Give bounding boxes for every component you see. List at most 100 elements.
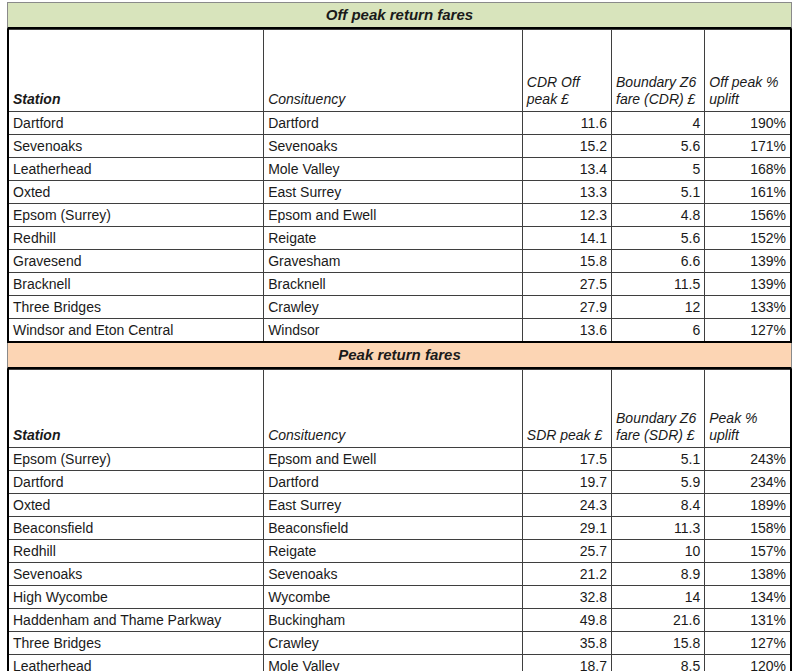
table-row: Three BridgesCrawley35.815.8127% [8, 632, 791, 655]
cell: 11.5 [612, 273, 705, 296]
cell: 17.5 [522, 448, 611, 471]
cell: Dartford [264, 112, 523, 135]
cell: Reigate [264, 540, 523, 563]
cell: 234% [705, 471, 791, 494]
cell: Sevenoaks [264, 135, 523, 158]
cell: Sevenoaks [8, 135, 264, 158]
cell: Dartford [264, 471, 523, 494]
cell: Sevenoaks [8, 563, 264, 586]
cell: 12.3 [522, 204, 611, 227]
cell: 8.5 [612, 655, 705, 671]
cell: 10 [612, 540, 705, 563]
cell: 4.8 [612, 204, 705, 227]
cell: 156% [705, 204, 791, 227]
cell: 133% [705, 296, 791, 319]
peak-table: Station Consituency SDR peak £ Boundary … [7, 369, 792, 671]
cell: Leatherhead [8, 158, 264, 181]
table-row: SevenoaksSevenoaks21.28.9138% [8, 563, 791, 586]
cell: Mole Valley [264, 655, 523, 671]
cell: Dartford [8, 471, 264, 494]
header-row: Station Consituency CDR Off peak £ Bound… [8, 30, 791, 112]
cell: Mole Valley [264, 158, 523, 181]
cell: East Surrey [264, 181, 523, 204]
cell: 13.4 [522, 158, 611, 181]
cell: 138% [705, 563, 791, 586]
off-peak-table: Station Consituency CDR Off peak £ Bound… [7, 29, 792, 343]
off-peak-banner: Off peak return fares [7, 2, 792, 29]
cell: Redhill [8, 227, 264, 250]
cell: 35.8 [522, 632, 611, 655]
cell: Crawley [264, 632, 523, 655]
cell: 134% [705, 586, 791, 609]
cell: Oxted [8, 181, 264, 204]
cell: 8.9 [612, 563, 705, 586]
cell: 5.9 [612, 471, 705, 494]
cell: 15.2 [522, 135, 611, 158]
table-row: DartfordDartford19.75.9234% [8, 471, 791, 494]
table-row: OxtedEast Surrey24.38.4189% [8, 494, 791, 517]
table-row: Haddenham and Thame ParkwayBuckingham49.… [8, 609, 791, 632]
cell: 243% [705, 448, 791, 471]
table-row: Three BridgesCrawley27.912133% [8, 296, 791, 319]
cell: 49.8 [522, 609, 611, 632]
cell: 5.1 [612, 181, 705, 204]
cell: 152% [705, 227, 791, 250]
cell: Epsom (Surrey) [8, 448, 264, 471]
cell: Sevenoaks [264, 563, 523, 586]
peak-table-body: Epsom (Surrey)Epsom and Ewell17.55.1243%… [8, 448, 791, 671]
off-peak-table-header: Station Consituency CDR Off peak £ Bound… [8, 30, 791, 112]
cell: 131% [705, 609, 791, 632]
cell: 19.7 [522, 471, 611, 494]
cell: 8.4 [612, 494, 705, 517]
col-header-off-peak-uplift: Off peak % uplift [705, 30, 791, 112]
table-row: LeatherheadMole Valley13.45168% [8, 158, 791, 181]
header-row: Station Consituency SDR peak £ Boundary … [8, 370, 791, 448]
table-row: BeaconsfieldBeaconsfield29.111.3158% [8, 517, 791, 540]
cell: Haddenham and Thame Parkway [8, 609, 264, 632]
fares-sheet: Off peak return fares Station Consituenc… [7, 2, 792, 671]
cell: 6 [612, 319, 705, 343]
table-row: GravesendGravesham15.86.6139% [8, 250, 791, 273]
cell: Buckingham [264, 609, 523, 632]
table-row: BracknellBracknell27.511.5139% [8, 273, 791, 296]
cell: 12 [612, 296, 705, 319]
table-row: RedhillReigate14.15.6152% [8, 227, 791, 250]
cell: Bracknell [8, 273, 264, 296]
col-header-peak-uplift: Peak % uplift [705, 370, 791, 448]
cell: Beaconsfield [264, 517, 523, 540]
cell: 11.3 [612, 517, 705, 540]
col-header-boundary-z6-sdr: Boundary Z6 fare (SDR) £ [612, 370, 705, 448]
col-header-station: Station [8, 370, 264, 448]
cell: Redhill [8, 540, 264, 563]
cell: 29.1 [522, 517, 611, 540]
cell: Windsor [264, 319, 523, 343]
cell: 5.6 [612, 135, 705, 158]
cell: 161% [705, 181, 791, 204]
col-header-station: Station [8, 30, 264, 112]
table-row: High WycombeWycombe32.814134% [8, 586, 791, 609]
cell: 190% [705, 112, 791, 135]
cell: 27.9 [522, 296, 611, 319]
cell: 14.1 [522, 227, 611, 250]
cell: 5.1 [612, 448, 705, 471]
cell: 5 [612, 158, 705, 181]
cell: Epsom and Ewell [264, 448, 523, 471]
cell: Epsom (Surrey) [8, 204, 264, 227]
cell: 127% [705, 319, 791, 343]
cell: 21.6 [612, 609, 705, 632]
cell: Epsom and Ewell [264, 204, 523, 227]
cell: Leatherhead [8, 655, 264, 671]
peak-banner: Peak return fares [7, 343, 792, 369]
cell: 25.7 [522, 540, 611, 563]
col-header-consituency: Consituency [264, 30, 523, 112]
cell: Oxted [8, 494, 264, 517]
cell: Dartford [8, 112, 264, 135]
col-header-cdr-off-peak: CDR Off peak £ [522, 30, 611, 112]
cell: 171% [705, 135, 791, 158]
cell: Reigate [264, 227, 523, 250]
cell: Gravesend [8, 250, 264, 273]
cell: Gravesham [264, 250, 523, 273]
col-header-sdr-peak: SDR peak £ [522, 370, 611, 448]
cell: 120% [705, 655, 791, 671]
cell: 13.3 [522, 181, 611, 204]
